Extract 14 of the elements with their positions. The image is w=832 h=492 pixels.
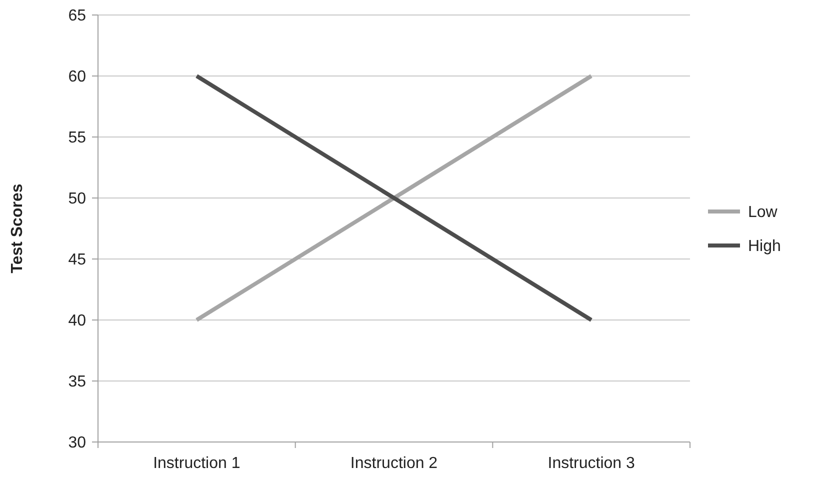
legend-label: Low xyxy=(748,204,778,222)
y-tick-label: 50 xyxy=(68,190,86,208)
y-tick-label: 55 xyxy=(68,130,86,147)
y-tick-label: 30 xyxy=(68,434,86,452)
y-tick-label: 60 xyxy=(68,68,86,86)
y-tick-label: 40 xyxy=(68,312,86,330)
y-tick-label: 45 xyxy=(68,252,86,269)
y-axis-title: Test Scores xyxy=(9,184,26,274)
y-tick-label: 65 xyxy=(68,8,86,25)
y-tick-label: 35 xyxy=(68,374,86,391)
x-tick-label: Instruction 2 xyxy=(350,455,438,472)
x-tick-label: Instruction 3 xyxy=(548,455,636,472)
legend-label: High xyxy=(748,238,781,256)
x-tick-label: Instruction 1 xyxy=(153,455,240,472)
